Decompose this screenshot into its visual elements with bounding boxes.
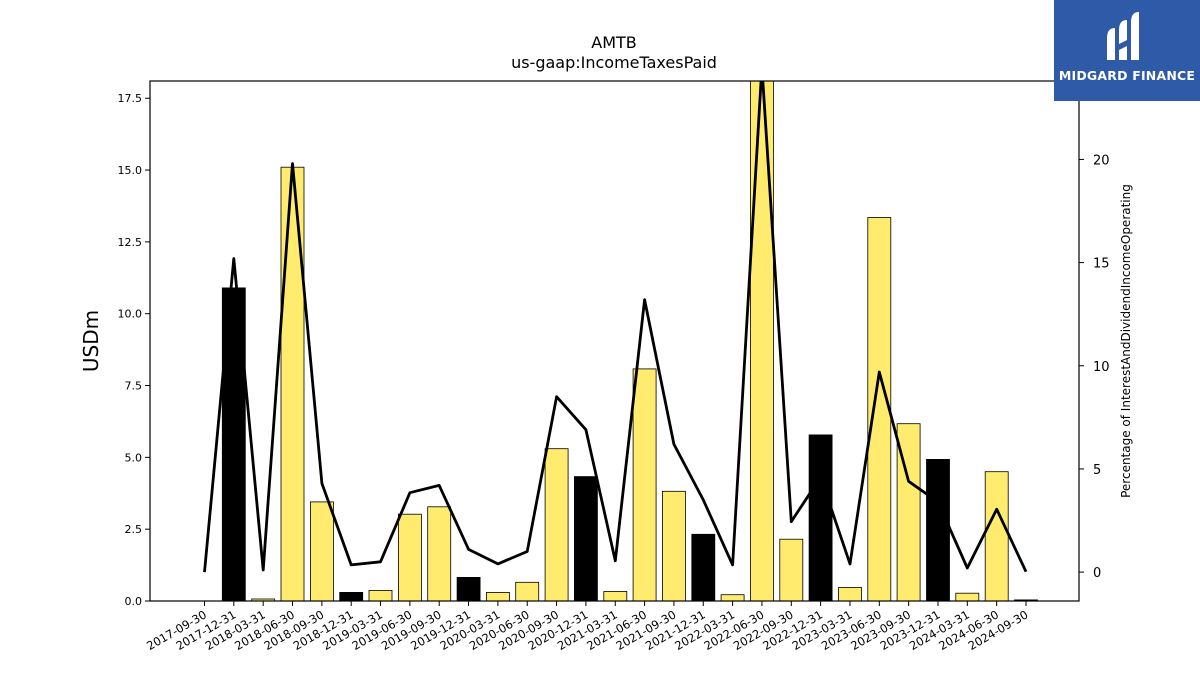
bar bbox=[603, 591, 628, 602]
y-tick-label: 7.5 bbox=[125, 380, 143, 393]
bar bbox=[662, 490, 686, 602]
y2-axis-label: Percentage of InterestAndDividendIncomeO… bbox=[1119, 184, 1133, 498]
y2-tick-label: 15 bbox=[1093, 257, 1110, 272]
bar bbox=[368, 590, 393, 602]
bar-group bbox=[221, 80, 1038, 602]
line-group bbox=[203, 81, 1028, 573]
bar bbox=[984, 471, 1009, 602]
bar bbox=[309, 501, 334, 602]
y2-tick-label: 10 bbox=[1093, 360, 1110, 375]
y-tick-label: 5.0 bbox=[125, 451, 143, 464]
y-tick-label: 10.0 bbox=[118, 308, 143, 321]
line-series bbox=[203, 81, 1028, 573]
y-axis-label: USDm bbox=[79, 310, 103, 372]
bar bbox=[867, 217, 892, 602]
bar bbox=[750, 80, 774, 602]
y2-tick-label: 5 bbox=[1093, 463, 1101, 478]
bar bbox=[544, 448, 569, 602]
y2-tick-label: 0 bbox=[1093, 566, 1101, 581]
y-tick-label: 2.5 bbox=[125, 523, 143, 536]
chart-subtitle: us-gaap:IncomeTaxesPaid bbox=[511, 53, 717, 72]
y-tick-label: 0.0 bbox=[125, 595, 143, 608]
bar bbox=[720, 594, 745, 602]
bar bbox=[808, 434, 833, 602]
x-axis: 2017-09-302017-12-312018-03-312018-06-30… bbox=[144, 601, 1031, 653]
plot-frame bbox=[149, 80, 1080, 602]
bar bbox=[838, 587, 862, 602]
bar bbox=[427, 506, 452, 602]
bar bbox=[280, 166, 305, 602]
bar bbox=[691, 533, 716, 602]
y-tick-label: 12.5 bbox=[118, 236, 143, 249]
bar bbox=[339, 592, 364, 602]
bar bbox=[632, 368, 657, 602]
bar bbox=[515, 581, 540, 602]
y2-axis: 0 5 10 15 20 bbox=[1079, 153, 1110, 581]
brand-name: MIDGARD FINANCE bbox=[1058, 68, 1196, 83]
y-axis: 0.0 2.5 5.0 7.5 10.0 12.5 15.0 17.5 bbox=[118, 92, 150, 608]
bar bbox=[574, 476, 598, 602]
brand-logo: MIDGARD FINANCE bbox=[1054, 0, 1200, 101]
bar bbox=[456, 577, 481, 602]
bar bbox=[955, 592, 980, 602]
y-tick-label: 15.0 bbox=[118, 164, 143, 177]
bar bbox=[926, 458, 950, 602]
y-tick-label: 17.5 bbox=[118, 92, 143, 105]
bar bbox=[397, 513, 422, 602]
bar bbox=[485, 592, 510, 602]
y2-tick-label: 20 bbox=[1093, 153, 1110, 168]
chart-title: AMTB bbox=[591, 33, 637, 52]
bar bbox=[779, 538, 804, 602]
midgard-logo-icon bbox=[1107, 12, 1139, 60]
